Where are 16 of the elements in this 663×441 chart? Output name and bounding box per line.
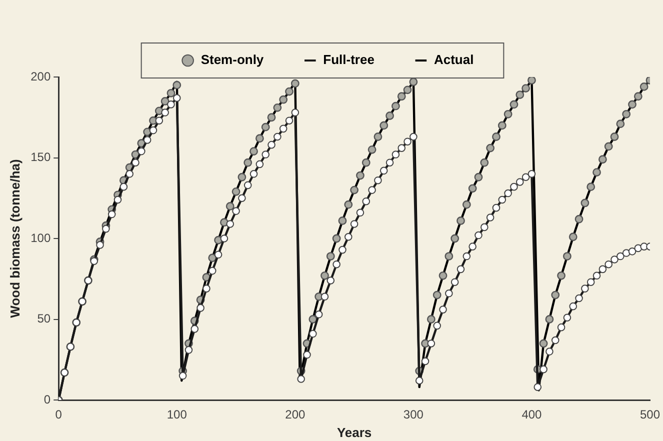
x-tick-label: 0 bbox=[55, 408, 62, 422]
x-tick-label: 400 bbox=[522, 408, 542, 422]
y-tick-label: 100 bbox=[30, 230, 51, 245]
x-tick-label: 100 bbox=[166, 408, 188, 422]
y-tick-label: 200 bbox=[30, 69, 51, 84]
y-axis-title: Wood biomass (tonne/ha) bbox=[7, 159, 22, 318]
legend-label: Actual bbox=[434, 52, 474, 68]
x-tick-label: 200 bbox=[285, 408, 306, 422]
y-tick-label: 50 bbox=[37, 312, 51, 326]
x-tick-label: 300 bbox=[403, 408, 424, 422]
x-tick-label: 500 bbox=[640, 408, 660, 422]
legend-label: Stem-only bbox=[200, 52, 264, 68]
y-tick-label: 150 bbox=[30, 150, 51, 164]
legend-label: Full-tree bbox=[323, 52, 374, 68]
y-tick-label: 0 bbox=[44, 392, 51, 406]
x-axis-title: Years bbox=[336, 424, 372, 440]
